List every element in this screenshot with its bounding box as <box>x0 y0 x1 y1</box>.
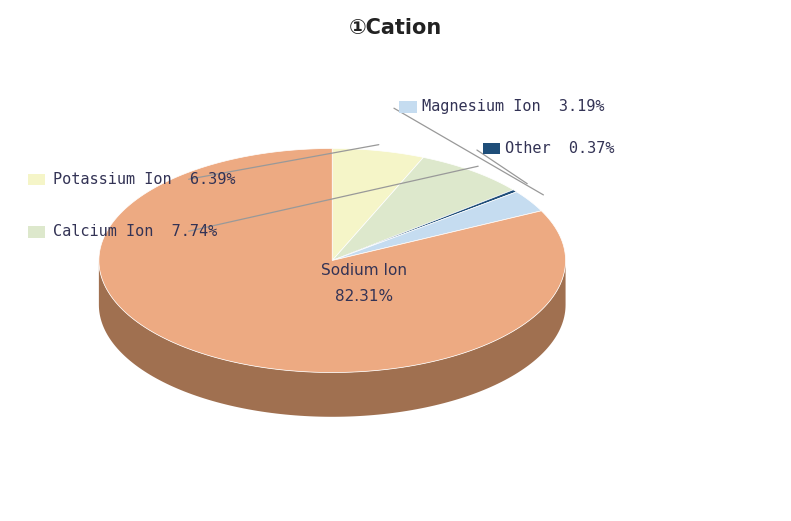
Bar <box>483 143 500 154</box>
Polygon shape <box>332 192 541 260</box>
Text: Other  0.37%: Other 0.37% <box>505 141 614 156</box>
Polygon shape <box>99 148 566 373</box>
Polygon shape <box>332 148 423 260</box>
Text: ①Cation: ①Cation <box>349 18 442 38</box>
Text: Potassium Ion  6.39%: Potassium Ion 6.39% <box>53 172 236 187</box>
Polygon shape <box>332 190 517 260</box>
Text: 82.31%: 82.31% <box>335 290 393 304</box>
Text: Calcium Ion  7.74%: Calcium Ion 7.74% <box>53 225 218 239</box>
Bar <box>28 174 45 185</box>
Polygon shape <box>99 260 566 417</box>
Bar <box>28 226 45 238</box>
Text: Sodium Ion: Sodium Ion <box>321 264 407 278</box>
Polygon shape <box>332 157 513 260</box>
Bar <box>399 101 417 113</box>
Text: Magnesium Ion  3.19%: Magnesium Ion 3.19% <box>422 100 604 114</box>
